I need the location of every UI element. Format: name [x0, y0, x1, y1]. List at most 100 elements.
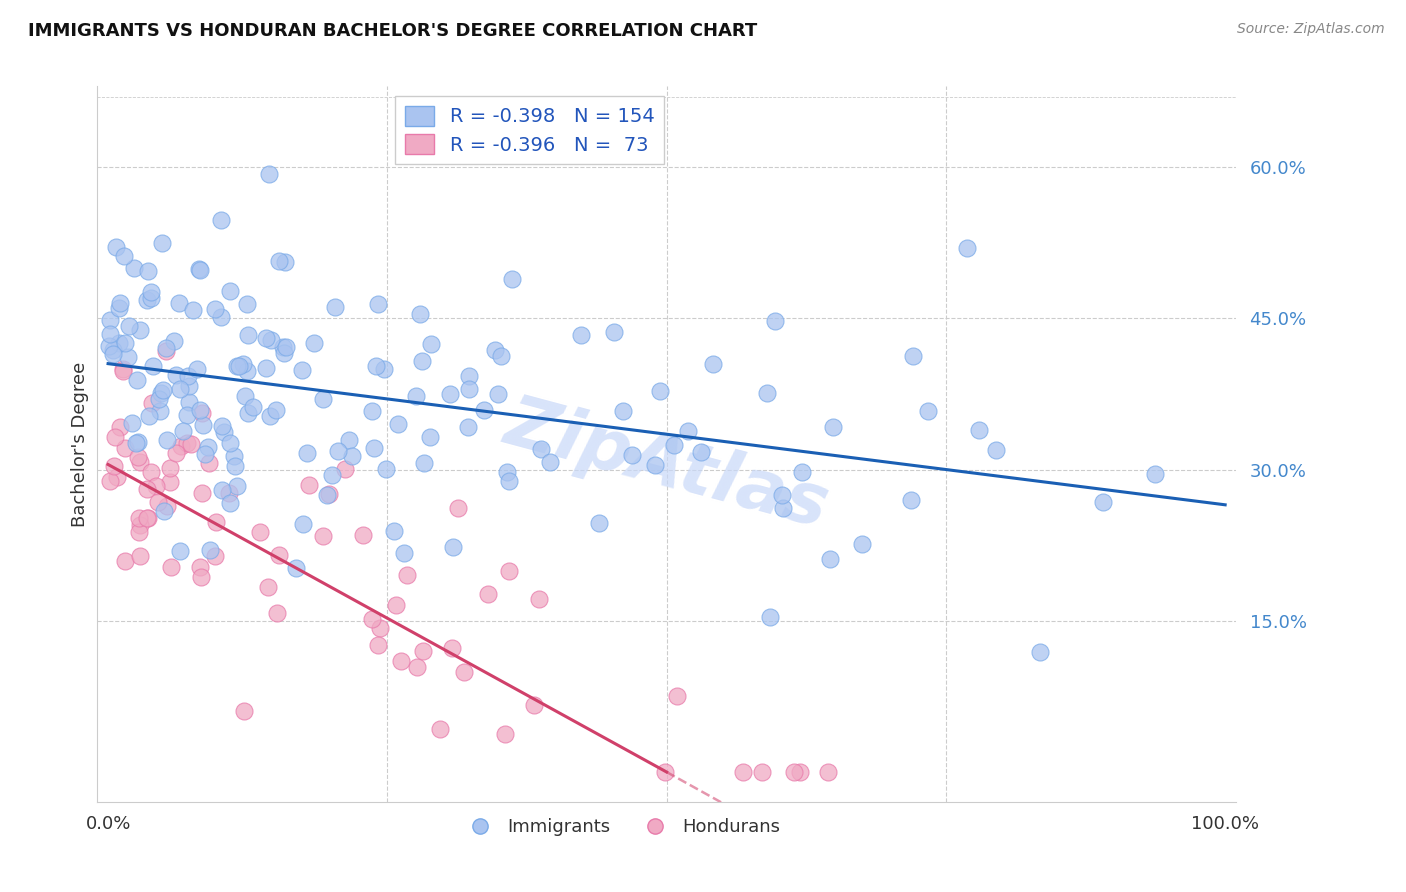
Text: IMMIGRANTS VS HONDURAN BACHELOR'S DEGREE CORRELATION CHART: IMMIGRANTS VS HONDURAN BACHELOR'S DEGREE… — [28, 22, 758, 40]
Point — [127, 435, 149, 450]
Point — [179, 379, 201, 393]
Point — [218, 496, 240, 510]
Point — [267, 254, 290, 268]
Point — [527, 592, 550, 607]
Point — [759, 610, 782, 624]
Point — [114, 441, 136, 455]
Point — [188, 403, 211, 417]
Point — [110, 420, 132, 434]
Point — [122, 260, 145, 275]
Point — [152, 383, 174, 397]
Point — [108, 335, 131, 350]
Point — [367, 297, 389, 311]
Point — [167, 296, 190, 310]
Point — [818, 552, 841, 566]
Point — [118, 318, 141, 333]
Text: ZipAtlas: ZipAtlas — [498, 390, 835, 542]
Point — [148, 392, 170, 406]
Point — [429, 722, 451, 736]
Point — [165, 368, 187, 383]
Point — [153, 504, 176, 518]
Point — [218, 486, 240, 500]
Point — [648, 384, 671, 398]
Point — [291, 363, 314, 377]
Point — [225, 479, 247, 493]
Point — [405, 389, 427, 403]
Point — [325, 300, 347, 314]
Point — [337, 433, 360, 447]
Point — [676, 424, 699, 438]
Point — [790, 465, 813, 479]
Point — [457, 420, 479, 434]
Point — [326, 444, 349, 458]
Point — [169, 544, 191, 558]
Point — [457, 382, 479, 396]
Point — [181, 303, 204, 318]
Point — [333, 461, 356, 475]
Point — [1143, 467, 1166, 481]
Point — [129, 549, 152, 563]
Point — [224, 458, 246, 473]
Point — [233, 389, 256, 403]
Point — [254, 331, 277, 345]
Point — [763, 314, 786, 328]
Point — [440, 641, 463, 656]
Point — [666, 689, 689, 703]
Point — [755, 385, 778, 400]
Point — [477, 587, 499, 601]
Point — [104, 430, 127, 444]
Point — [159, 461, 181, 475]
Point — [98, 313, 121, 327]
Y-axis label: Bachelor's Degree: Bachelor's Degree — [72, 361, 89, 527]
Point — [340, 450, 363, 464]
Point — [318, 487, 340, 501]
Point — [197, 440, 219, 454]
Point — [211, 418, 233, 433]
Legend: Immigrants, Hondurans: Immigrants, Hondurans — [454, 811, 787, 843]
Point — [236, 406, 259, 420]
Point — [352, 527, 374, 541]
Point — [112, 364, 135, 378]
Point — [368, 622, 391, 636]
Point — [439, 387, 461, 401]
Point — [108, 301, 131, 315]
Point — [146, 495, 169, 509]
Point — [292, 517, 315, 532]
Point — [494, 727, 516, 741]
Point — [128, 323, 150, 337]
Point — [103, 343, 125, 357]
Point — [1028, 645, 1050, 659]
Point — [142, 359, 165, 374]
Point — [191, 406, 214, 420]
Point — [363, 441, 385, 455]
Point — [612, 404, 634, 418]
Point — [267, 548, 290, 562]
Point — [141, 465, 163, 479]
Point — [273, 254, 295, 268]
Point — [236, 363, 259, 377]
Point — [274, 340, 297, 354]
Point — [254, 361, 277, 376]
Point — [114, 336, 136, 351]
Point — [447, 500, 470, 515]
Point — [1092, 495, 1115, 509]
Point — [382, 524, 405, 539]
Point — [228, 359, 250, 373]
Point — [105, 469, 128, 483]
Point — [150, 236, 173, 251]
Point — [103, 347, 125, 361]
Point — [530, 442, 553, 456]
Point — [121, 416, 143, 430]
Point — [136, 482, 159, 496]
Point — [733, 764, 755, 779]
Point — [654, 764, 676, 779]
Point — [188, 262, 211, 277]
Point — [169, 382, 191, 396]
Point — [264, 402, 287, 417]
Point — [139, 285, 162, 299]
Point — [170, 439, 193, 453]
Point — [312, 529, 335, 543]
Point — [409, 307, 432, 321]
Point — [644, 458, 666, 473]
Point — [419, 429, 441, 443]
